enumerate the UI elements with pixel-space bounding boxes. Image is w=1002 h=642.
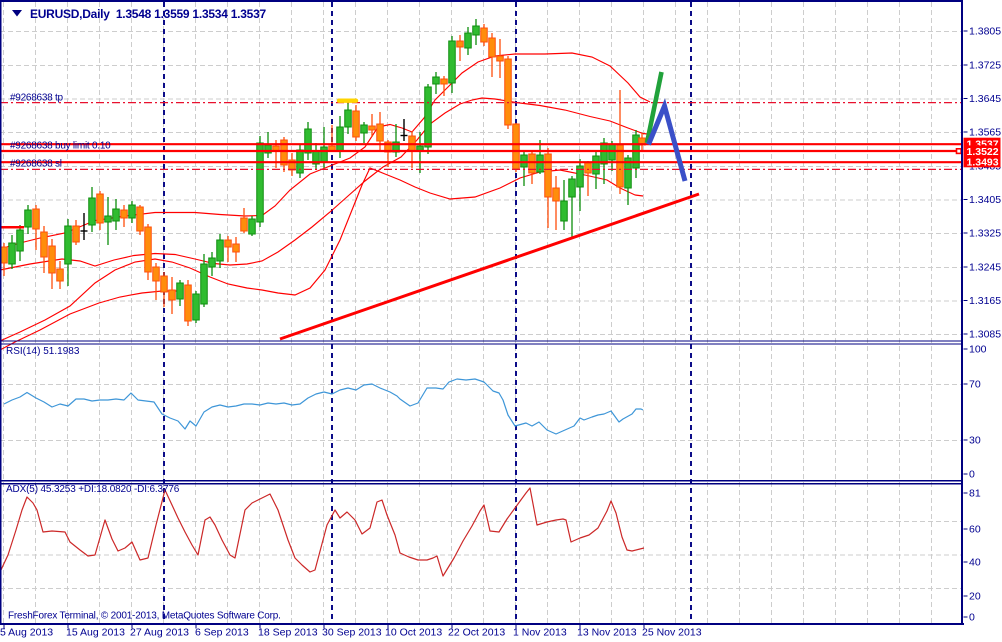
- svg-text:#9268638 buy limit 0.10: #9268638 buy limit 0.10: [10, 140, 111, 151]
- svg-text:0: 0: [969, 469, 975, 481]
- svg-text:1.3725: 1.3725: [969, 60, 1001, 72]
- svg-text:27 Aug 2013: 27 Aug 2013: [130, 627, 189, 639]
- svg-text:1.3165: 1.3165: [969, 295, 1001, 307]
- svg-text:22 Oct 2013: 22 Oct 2013: [448, 627, 505, 639]
- svg-text:30 Sep 2013: 30 Sep 2013: [322, 627, 382, 639]
- svg-text:20: 20: [969, 591, 981, 603]
- svg-text:#9268638 tp: #9268638 tp: [10, 93, 64, 104]
- svg-text:13 Nov 2013: 13 Nov 2013: [577, 627, 637, 639]
- svg-text:1.3325: 1.3325: [969, 228, 1001, 240]
- svg-text:15 Aug 2013: 15 Aug 2013: [66, 627, 125, 639]
- svg-text:18 Sep 2013: 18 Sep 2013: [258, 627, 318, 639]
- svg-text:30: 30: [969, 435, 981, 447]
- svg-text:81: 81: [969, 488, 981, 500]
- svg-text:25 Nov 2013: 25 Nov 2013: [642, 627, 702, 639]
- svg-text:1.3565: 1.3565: [969, 127, 1001, 139]
- svg-text:40: 40: [969, 557, 981, 569]
- svg-text:1 Nov 2013: 1 Nov 2013: [513, 627, 567, 639]
- svg-text:5 Aug 2013: 5 Aug 2013: [0, 627, 53, 639]
- svg-text:1.3405: 1.3405: [969, 194, 1001, 206]
- svg-text:70: 70: [969, 379, 981, 391]
- svg-text:100: 100: [969, 344, 987, 356]
- svg-text:EURUSD,Daily 1.3548 1.3559 1.: EURUSD,Daily 1.3548 1.3559 1.3534 1.3537: [30, 7, 266, 21]
- svg-text:#9268638 sl: #9268638 sl: [10, 158, 62, 169]
- svg-text:ADX(5) 45.3253 +DI:18.0820 -DI: ADX(5) 45.3253 +DI:18.0820 -DI:6.3776: [6, 484, 180, 495]
- svg-text:0: 0: [969, 612, 975, 624]
- svg-text:6 Sep 2013: 6 Sep 2013: [195, 627, 249, 639]
- svg-text:FreshForex Terminal, © 2001-20: FreshForex Terminal, © 2001-2013, MetaQu…: [8, 611, 281, 622]
- svg-text:10 Oct 2013: 10 Oct 2013: [385, 627, 442, 639]
- svg-text:1.3245: 1.3245: [969, 262, 1001, 274]
- svg-text:1.3645: 1.3645: [969, 93, 1001, 105]
- svg-text:1.3805: 1.3805: [969, 26, 1001, 38]
- svg-text:RSI(14) 51.1983: RSI(14) 51.1983: [6, 346, 80, 357]
- svg-text:1.3493: 1.3493: [967, 157, 999, 169]
- svg-text:60: 60: [969, 524, 981, 536]
- svg-text:1.3522: 1.3522: [967, 146, 999, 158]
- svg-text:1.3085: 1.3085: [969, 329, 1001, 341]
